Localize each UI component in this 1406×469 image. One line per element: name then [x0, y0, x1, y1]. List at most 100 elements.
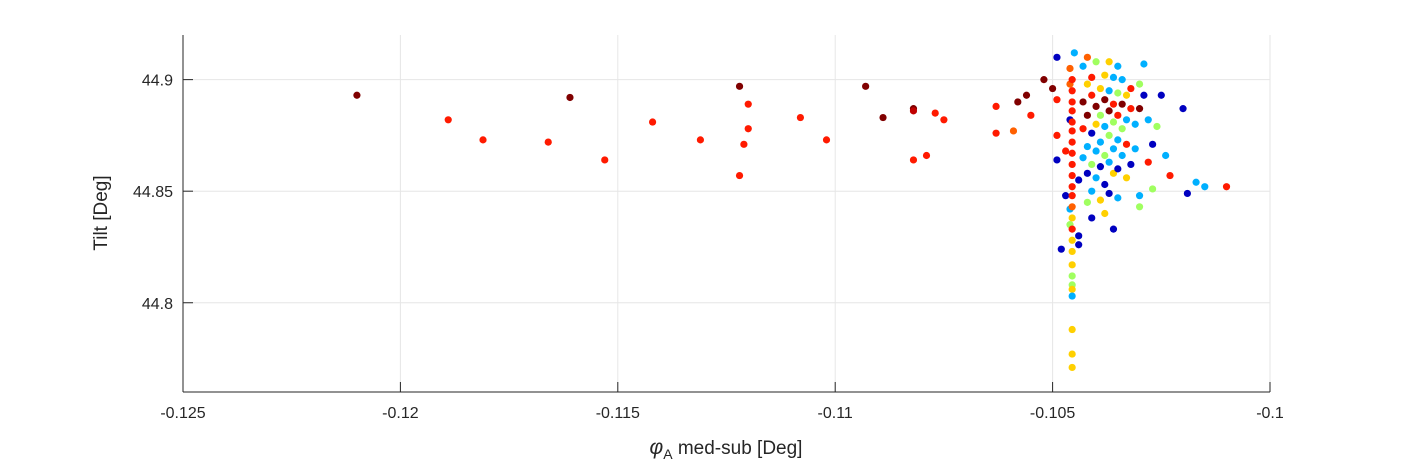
- data-point: [444, 116, 452, 124]
- data-point: [1068, 87, 1076, 95]
- data-point: [1179, 105, 1187, 113]
- data-point: [1079, 154, 1087, 162]
- data-point: [1068, 225, 1076, 233]
- axes: [182, 35, 1270, 393]
- data-point: [648, 118, 657, 126]
- data-point: [1222, 183, 1231, 191]
- data-point: [1144, 116, 1152, 124]
- data-point: [1118, 151, 1126, 160]
- data-point: [696, 136, 705, 144]
- data-point: [1105, 158, 1113, 166]
- data-point: [1157, 91, 1165, 99]
- data-point: [1068, 98, 1076, 106]
- x-tick-label: -0.11: [818, 405, 853, 422]
- data-point: [1118, 125, 1126, 133]
- data-point: [1162, 151, 1170, 160]
- x-axis-ticks: -0.125 -0.12 -0.115 -0.11 -0.105 -0.1: [160, 382, 1284, 422]
- data-point: [1114, 165, 1122, 173]
- data-point: [1079, 125, 1087, 133]
- data-point: [1009, 127, 1018, 135]
- data-point: [1092, 174, 1100, 182]
- data-point: [1083, 111, 1091, 119]
- data-point: [940, 116, 948, 124]
- data-point: [822, 136, 831, 144]
- x-axis-label-symbol: φ: [650, 436, 664, 459]
- data-point: [1109, 118, 1118, 126]
- data-point: [1114, 194, 1122, 202]
- data-point: [1153, 122, 1161, 131]
- data-point: [1014, 98, 1022, 106]
- data-point: [1105, 87, 1113, 95]
- data-point: [1062, 192, 1070, 200]
- data-point: [1075, 176, 1083, 184]
- data-point: [1068, 350, 1076, 358]
- data-point: [1122, 140, 1131, 148]
- data-point: [1088, 187, 1096, 195]
- data-point: [862, 82, 870, 90]
- data-point: [735, 82, 744, 90]
- data-point: [1149, 140, 1157, 148]
- y-tick-label: 44.8: [142, 296, 173, 313]
- data-point: [1101, 209, 1109, 218]
- data-point: [1068, 261, 1076, 269]
- data-point: [1109, 100, 1118, 108]
- data-point: [1088, 129, 1096, 137]
- x-axis-label-text: med-sub [Deg]: [673, 438, 803, 459]
- data-point: [1022, 91, 1031, 99]
- data-point: [1105, 107, 1113, 115]
- x-tick-label: -0.115: [596, 405, 640, 422]
- data-point: [1068, 127, 1076, 135]
- data-point: [1092, 120, 1100, 128]
- data-point: [544, 138, 552, 146]
- data-point: [1068, 236, 1076, 244]
- data-point: [1109, 225, 1118, 233]
- data-point: [909, 107, 918, 115]
- data-point: [1075, 241, 1083, 249]
- data-point: [1166, 171, 1174, 180]
- data-point: [566, 93, 574, 102]
- x-axis-label-subscript: A: [663, 446, 673, 462]
- data-point: [1101, 71, 1109, 79]
- data-point: [909, 156, 918, 164]
- data-point: [1135, 105, 1144, 113]
- data-point: [735, 171, 744, 180]
- x-tick-label: -0.125: [160, 405, 205, 422]
- data-point: [922, 151, 931, 160]
- data-point: [1070, 49, 1078, 57]
- data-point: [1057, 245, 1065, 253]
- data-point: [1068, 183, 1076, 191]
- data-point: [931, 109, 939, 117]
- data-point: [479, 136, 487, 144]
- data-point: [1127, 160, 1135, 169]
- data-point: [1122, 91, 1131, 99]
- data-point: [1114, 89, 1122, 97]
- data-point: [1135, 80, 1144, 88]
- data-point: [1140, 60, 1148, 68]
- data-point: [1068, 171, 1076, 180]
- data-point: [1135, 192, 1144, 200]
- data-point: [1083, 169, 1091, 177]
- data-point: [1101, 180, 1109, 189]
- data-point: [1118, 76, 1126, 84]
- data-point: [1088, 91, 1096, 99]
- data-point: [1135, 203, 1144, 211]
- data-point: [1088, 73, 1096, 81]
- data-point: [353, 91, 361, 99]
- data-point: [1114, 111, 1122, 119]
- data-point: [1083, 142, 1091, 151]
- data-point: [1149, 185, 1157, 193]
- data-point: [1131, 145, 1139, 153]
- data-point: [1049, 84, 1057, 93]
- data-point: [1068, 76, 1076, 84]
- data-point: [1201, 183, 1209, 191]
- y-tick-label: 44.9: [142, 73, 173, 90]
- data-point: [1122, 116, 1131, 124]
- data-point: [1066, 64, 1074, 73]
- data-point: [1096, 111, 1105, 119]
- data-point: [1068, 325, 1076, 334]
- x-tick-label: -0.105: [1030, 405, 1075, 422]
- data-point: [1068, 272, 1076, 280]
- data-point: [1096, 84, 1105, 93]
- data-point: [1122, 174, 1131, 182]
